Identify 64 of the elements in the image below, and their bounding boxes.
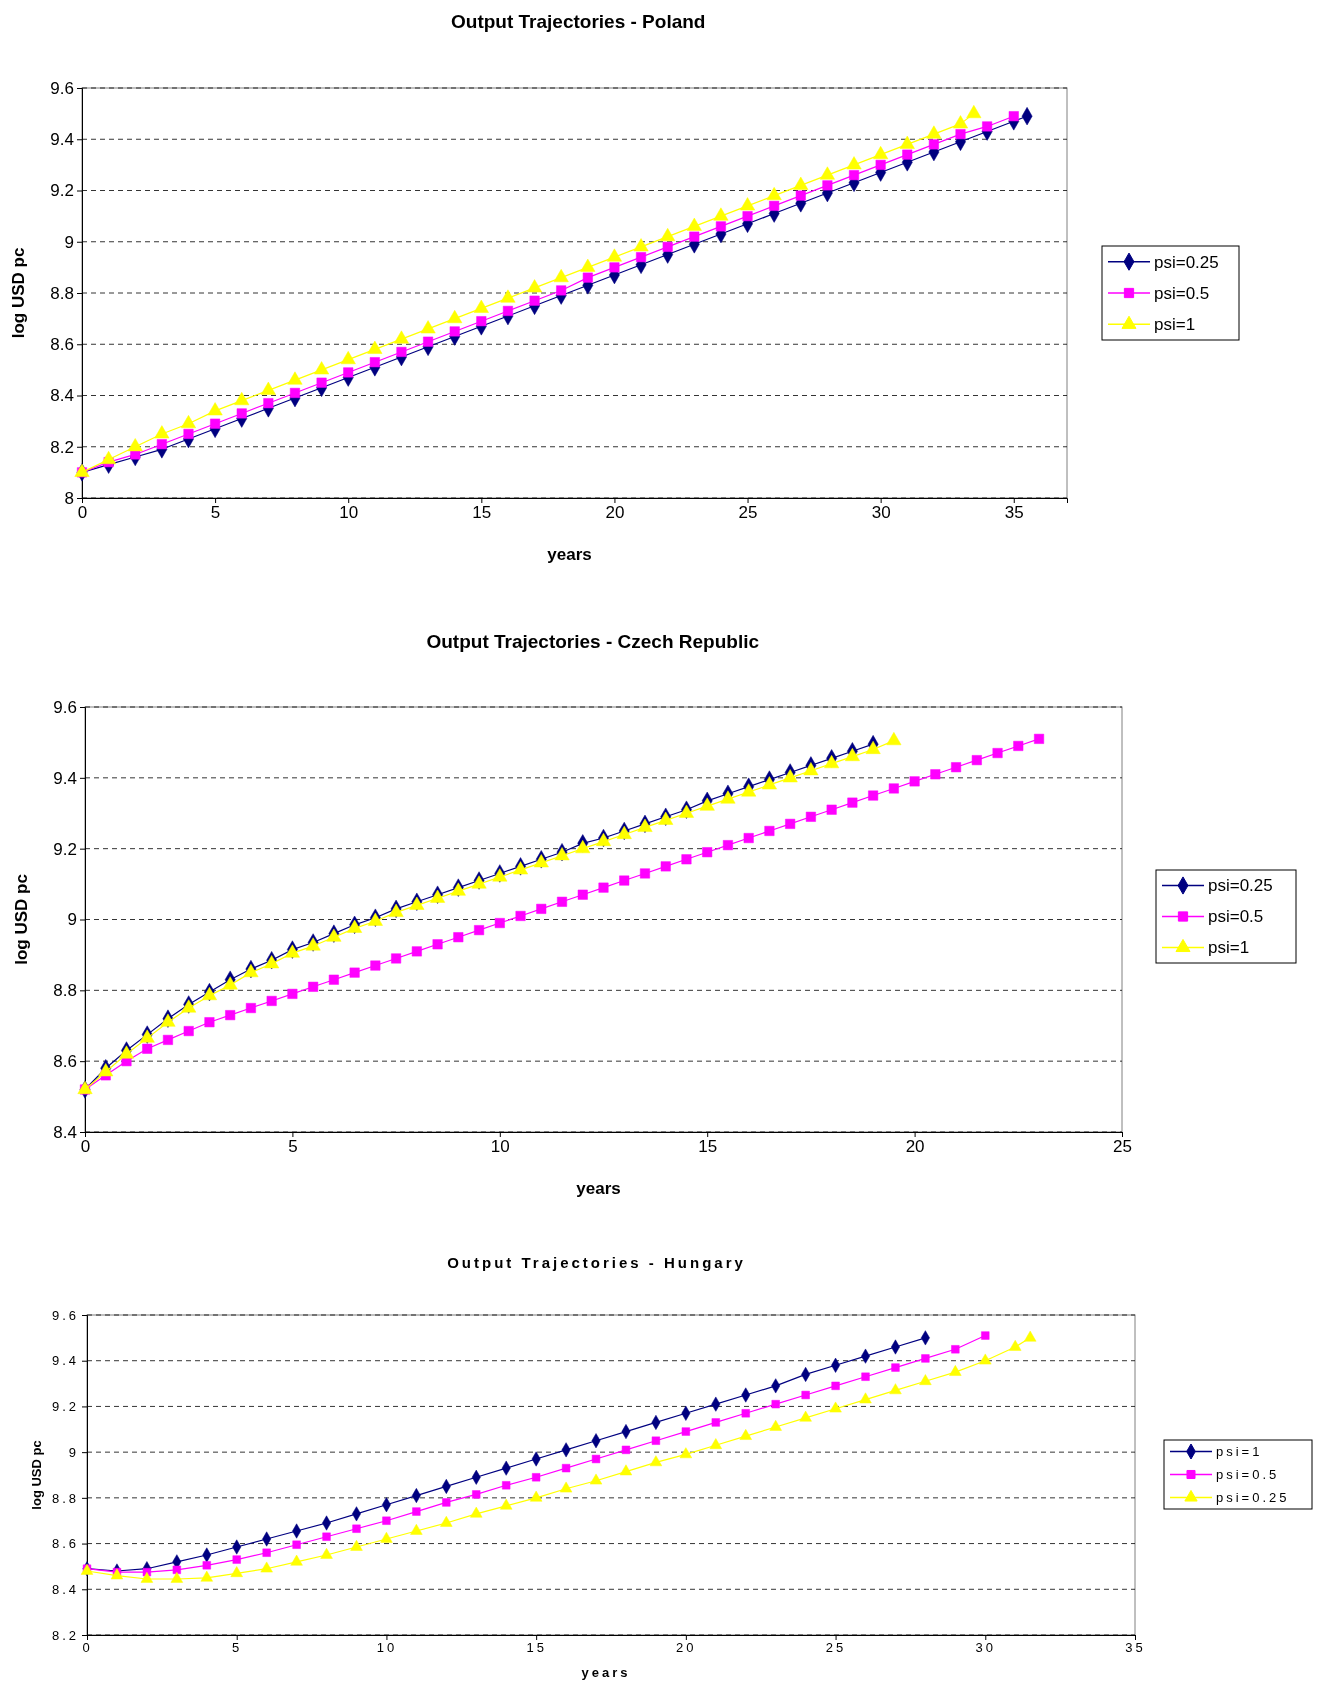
y-tick-label: 9.6 (53, 697, 77, 717)
x-tick-label: 5 (210, 503, 221, 523)
y-tick-label: 9 (64, 232, 74, 252)
chart-title: Output Trajectories - Poland (451, 11, 706, 32)
y-axis-title: log USD pc (9, 247, 28, 339)
x-tick-label: 15 (472, 503, 492, 523)
x-tick-label: 5 (232, 1640, 243, 1656)
y-tick-label: 9.4 (53, 768, 77, 788)
y-tick-label: 8.4 (53, 1122, 77, 1142)
legend-label: psi=1 (1154, 315, 1196, 335)
x-tick-label: 20 (605, 503, 625, 523)
x-tick-label: 20 (676, 1640, 697, 1656)
legend-label: psi=0.25 (1154, 252, 1219, 272)
x-axis-title: years (547, 545, 592, 564)
x-axis-title: years (576, 1179, 621, 1198)
x-tick-label: 25 (738, 503, 758, 523)
x-tick-label: 10 (490, 1137, 510, 1157)
chart-title: Output Trajectories - Czech Republic (426, 631, 760, 652)
x-tick-label: 5 (288, 1137, 298, 1157)
x-tick-label: 25 (1113, 1137, 1132, 1157)
legend-label: psi=0.5 (1154, 283, 1210, 303)
y-tick-label: 9.2 (50, 181, 74, 201)
x-tick-label: 25 (825, 1640, 847, 1656)
x-tick-label: 0 (82, 1640, 93, 1656)
y-tick-label: 9.2 (51, 1399, 79, 1415)
legend-label: psi=0.5 (1208, 907, 1264, 927)
y-tick-label: 8.2 (50, 437, 74, 457)
legend-label: psi=0.5 (1216, 1467, 1280, 1483)
legend-label: psi=1 (1216, 1444, 1263, 1460)
x-tick-label: 30 (871, 503, 891, 523)
y-axis-title: log USD pc (29, 1440, 44, 1510)
y-tick-label: 8.6 (50, 335, 74, 355)
y-tick-label: 8.8 (51, 1490, 79, 1506)
y-tick-label: 8.4 (50, 386, 74, 406)
y-tick-label: 8.2 (51, 1627, 79, 1643)
y-tick-label: 8.8 (50, 283, 74, 303)
y-tick-label: 9.2 (53, 839, 77, 859)
x-tick-label: 15 (526, 1640, 547, 1656)
y-tick-label: 9 (68, 1444, 79, 1460)
y-tick-label: 8.4 (51, 1581, 79, 1597)
x-tick-label: 0 (77, 503, 88, 523)
legend-label: psi=1 (1208, 938, 1250, 958)
x-axis-title: years (581, 1665, 631, 1680)
x-tick-label: 0 (80, 1137, 91, 1157)
y-tick-label: 8.6 (51, 1536, 79, 1552)
legend-label: psi=0.25 (1208, 876, 1273, 896)
y-tick-label: 8.6 (53, 1052, 77, 1072)
x-tick-label: 10 (339, 503, 359, 523)
y-tick-label: 9.4 (50, 130, 74, 150)
y-tick-label: 8.8 (53, 981, 77, 1001)
chart-title: Output Trajectories - Hungary (447, 1254, 746, 1271)
y-axis-title: log USD pc (12, 874, 31, 965)
x-tick-label: 10 (376, 1640, 398, 1656)
y-tick-label: 9.6 (50, 78, 74, 98)
x-tick-label: 30 (975, 1640, 997, 1656)
y-tick-label: 9.6 (51, 1307, 79, 1323)
y-tick-label: 8 (64, 488, 74, 508)
y-tick-label: 9.4 (51, 1353, 79, 1369)
x-tick-label: 35 (1125, 1640, 1146, 1656)
x-tick-label: 35 (1004, 503, 1024, 523)
x-tick-label: 20 (905, 1137, 925, 1157)
legend-label: psi=0.25 (1216, 1490, 1290, 1506)
y-tick-label: 9 (67, 910, 77, 930)
x-tick-label: 15 (698, 1137, 718, 1157)
